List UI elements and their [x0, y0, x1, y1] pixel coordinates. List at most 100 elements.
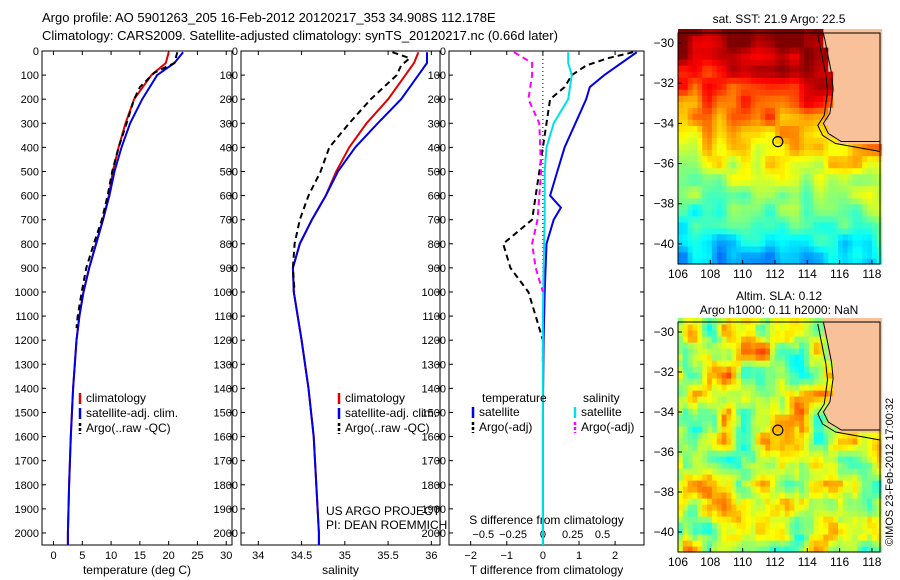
heatmap-cell	[808, 456, 815, 463]
heatmap-cell	[794, 35, 800, 42]
heatmap-cell	[867, 468, 873, 475]
heatmap-cell	[799, 83, 805, 90]
heatmap-cell	[808, 185, 815, 193]
heatmap-cell	[833, 438, 839, 445]
heatmap-cell	[789, 191, 795, 199]
heatmap-cell	[818, 432, 824, 439]
heatmap-cell	[736, 438, 742, 445]
heatmap-cell	[721, 330, 727, 337]
y-tick-label: 800	[428, 239, 446, 251]
heatmap-cell	[745, 71, 752, 78]
heatmap-cell	[711, 396, 718, 403]
heatmap-cell	[857, 372, 863, 379]
heatmap-cell	[716, 29, 723, 36]
heatmap-cell	[741, 534, 747, 541]
heatmap-cell	[823, 378, 829, 385]
heatmap-cell	[678, 95, 684, 102]
heatmap-cell	[828, 330, 834, 337]
heatmap-cell	[726, 330, 732, 337]
heatmap-cell	[789, 197, 795, 205]
heatmap-cell	[716, 155, 723, 163]
heatmap-cell	[833, 77, 839, 84]
heatmap-cell	[775, 396, 781, 403]
heatmap-cell	[707, 221, 713, 229]
heatmap-cell	[755, 161, 761, 169]
heatmap-cell	[775, 191, 781, 199]
heatmap-cell	[741, 366, 747, 373]
heatmap-cell	[804, 101, 810, 108]
heatmap-cell	[838, 113, 844, 120]
heatmap-cell	[808, 245, 815, 253]
heatmap-cell	[682, 227, 689, 235]
heatmap-cell	[852, 486, 858, 493]
legend-label: climatology	[86, 391, 146, 405]
heatmap-cell	[779, 336, 786, 343]
heatmap-cell	[871, 450, 878, 457]
heatmap-cell	[813, 215, 820, 223]
heatmap-cell	[711, 522, 718, 529]
heatmap-cell	[842, 528, 849, 535]
heatmap-cell	[755, 197, 761, 205]
heatmap-cell	[775, 155, 781, 163]
heatmap-cell	[871, 209, 878, 217]
heatmap-cell	[697, 384, 703, 391]
heatmap-cell	[833, 197, 839, 205]
heatmap-cell	[804, 480, 810, 487]
heatmap-cell	[784, 258, 791, 265]
heatmap-cell	[682, 179, 689, 187]
heatmap-cell	[692, 131, 698, 138]
heatmap-cell	[750, 360, 757, 367]
heatmap-cell	[711, 348, 718, 355]
heatmap-cell	[687, 402, 694, 409]
heatmap-cell	[867, 239, 873, 247]
heatmap-cell	[745, 227, 752, 235]
heatmap-cell	[823, 89, 829, 96]
heatmap-cell	[842, 101, 849, 108]
heatmap-cell	[857, 528, 863, 535]
heatmap-cell	[813, 336, 820, 343]
heatmap-cell	[741, 203, 747, 211]
heatmap-cell	[731, 366, 737, 373]
heatmap-cell	[852, 221, 858, 229]
heatmap-cell	[862, 468, 868, 475]
heatmap-cell	[862, 330, 868, 337]
heatmap-cell	[813, 191, 820, 199]
heatmap-cell	[833, 149, 839, 157]
heatmap-cell	[842, 432, 849, 439]
heatmap-cell	[770, 113, 776, 120]
heatmap-cell	[750, 348, 757, 355]
heatmap-cell	[697, 185, 703, 193]
heatmap-cell	[813, 396, 820, 403]
heatmap-cell	[828, 149, 834, 157]
heatmap-cell	[741, 65, 747, 72]
heatmap-cell	[697, 239, 703, 247]
heatmap-cell	[852, 360, 858, 367]
heatmap-cell	[833, 245, 839, 253]
heatmap-cell	[716, 408, 723, 415]
heatmap-cell	[784, 366, 791, 373]
heatmap-cell	[823, 348, 829, 355]
heatmap-cell	[770, 444, 776, 451]
heatmap-cell	[721, 474, 727, 481]
heatmap-cell	[702, 113, 708, 120]
heatmap-cell	[702, 456, 708, 463]
heatmap-cell	[711, 245, 718, 253]
heatmap-cell	[818, 53, 824, 60]
heatmap-cell	[857, 89, 863, 96]
heatmap-cell	[687, 209, 694, 217]
heatmap-cell	[852, 258, 858, 265]
heatmap-cell	[789, 95, 795, 102]
heatmap-cell	[765, 336, 771, 343]
heatmap-cell	[678, 101, 684, 108]
heatmap-cell	[867, 402, 873, 409]
heatmap-cell	[692, 510, 698, 517]
heatmap-cell	[818, 35, 824, 42]
heatmap-cell	[736, 161, 742, 169]
heatmap-cell	[867, 546, 873, 553]
heatmap-cell	[784, 540, 791, 547]
heatmap-cell	[707, 348, 713, 355]
heatmap-cell	[707, 107, 713, 114]
heatmap-cell	[838, 119, 844, 126]
heatmap-cell	[813, 480, 820, 487]
heatmap-cell	[847, 131, 854, 138]
